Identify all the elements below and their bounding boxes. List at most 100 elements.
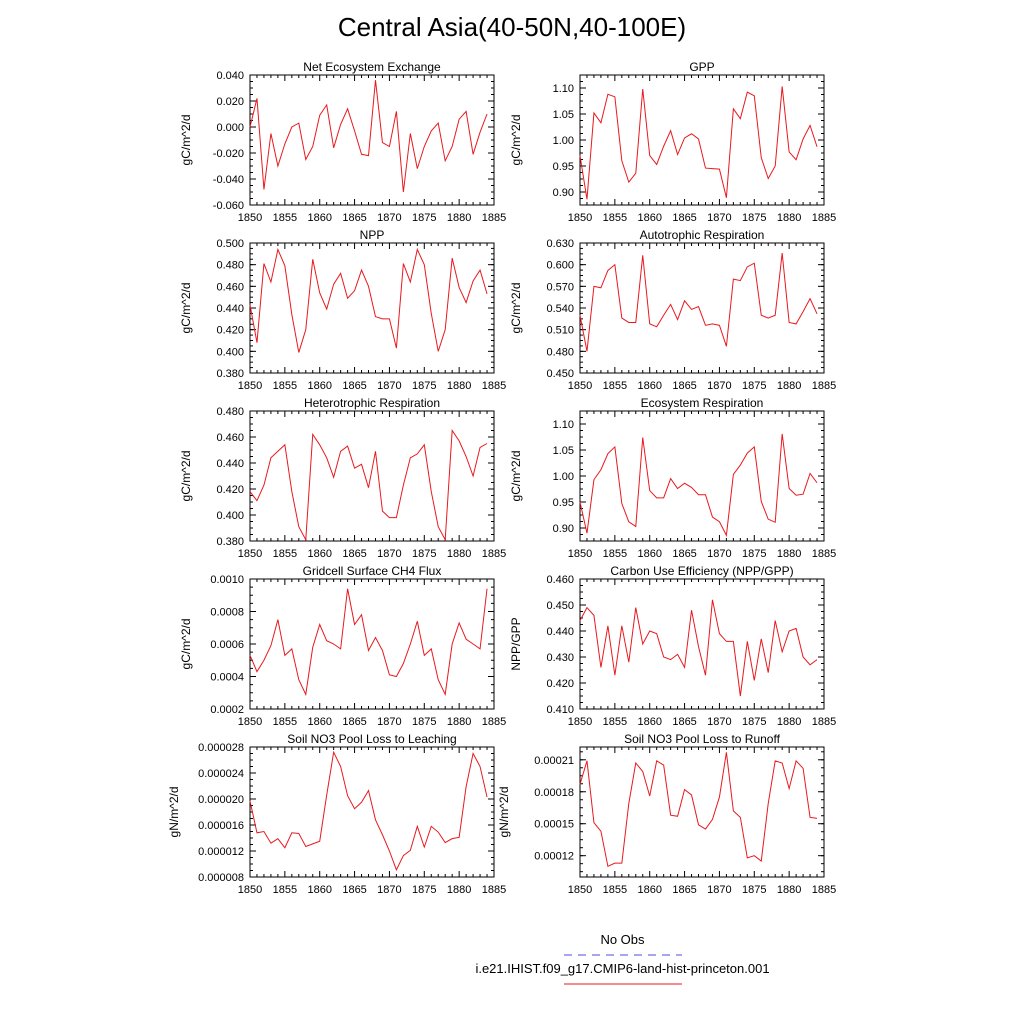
x-tick-label: 1850 bbox=[568, 548, 592, 560]
x-tick-label: 1865 bbox=[672, 380, 696, 392]
y-axis-label: gC/m^2/d bbox=[179, 619, 193, 670]
y-tick-label: 0.000020 bbox=[198, 794, 244, 806]
x-tick-label: 1885 bbox=[482, 380, 506, 392]
x-tick-label: 1850 bbox=[238, 380, 262, 392]
x-tick-label: 1850 bbox=[568, 716, 592, 728]
x-tick-label: 1850 bbox=[568, 380, 592, 392]
y-tick-label: -0.060 bbox=[213, 200, 244, 212]
y-tick-label: -0.020 bbox=[213, 148, 244, 160]
x-tick-label: 1860 bbox=[637, 716, 661, 728]
y-tick-label: 0.440 bbox=[546, 626, 574, 638]
y-tick-label: 0.400 bbox=[216, 510, 244, 522]
x-tick-label: 1870 bbox=[707, 212, 731, 224]
x-tick-label: 1880 bbox=[777, 548, 801, 560]
x-tick-label: 1855 bbox=[273, 884, 297, 896]
y-tick-label: 0.440 bbox=[216, 458, 244, 470]
y-tick-label: 0.90 bbox=[553, 187, 574, 199]
panel-title: Ecosystem Respiration bbox=[641, 396, 764, 410]
x-tick-label: 1850 bbox=[238, 212, 262, 224]
x-tick-label: 1880 bbox=[447, 212, 471, 224]
panel-npp: NPP gC/m^2/d 1850 1855 1860 1865 1870 1875 1880 1… bbox=[179, 228, 506, 392]
panel-title: Soil NO3 Pool Loss to Runoff bbox=[624, 732, 781, 746]
panel-heterotrophic-respiration: Heterotrophic Respiration gC/m^2/d 1850 185… bbox=[179, 396, 506, 560]
x-tick-label: 1855 bbox=[273, 716, 297, 728]
y-tick-label: 0.570 bbox=[546, 281, 574, 293]
x-tick-label: 1865 bbox=[672, 212, 696, 224]
x-tick-label: 1865 bbox=[342, 380, 366, 392]
x-tick-label: 1860 bbox=[307, 716, 331, 728]
y-tick-label: 0.00015 bbox=[534, 819, 574, 831]
x-tick-label: 1875 bbox=[412, 380, 436, 392]
y-tick-label: 0.460 bbox=[216, 432, 244, 444]
y-tick-label: 0.400 bbox=[216, 346, 244, 358]
y-tick-label: 0.95 bbox=[553, 497, 574, 509]
y-tick-label: 0.000016 bbox=[198, 820, 244, 832]
panel-title: Carbon Use Efficiency (NPP/GPP) bbox=[610, 564, 793, 578]
y-tick-label: 1.05 bbox=[553, 445, 574, 457]
y-tick-label: 0.000028 bbox=[198, 742, 244, 754]
y-tick-label: 0.0010 bbox=[210, 574, 244, 586]
x-tick-label: 1875 bbox=[742, 548, 766, 560]
x-tick-label: 1880 bbox=[447, 884, 471, 896]
y-tick-label: 0.95 bbox=[553, 161, 574, 173]
series-line bbox=[579, 86, 818, 200]
x-tick-label: 1875 bbox=[412, 548, 436, 560]
x-tick-label: 1870 bbox=[707, 884, 731, 896]
x-tick-label: 1860 bbox=[307, 212, 331, 224]
y-tick-label: 0.380 bbox=[216, 368, 244, 380]
x-tick-label: 1885 bbox=[812, 380, 836, 392]
y-tick-label: 0.0004 bbox=[210, 672, 244, 684]
y-tick-label: 0.420 bbox=[546, 678, 574, 690]
plot-frame bbox=[249, 746, 495, 878]
panel-title: Net Ecosystem Exchange bbox=[303, 60, 441, 74]
x-tick-label: 1855 bbox=[603, 212, 627, 224]
x-tick-label: 1850 bbox=[568, 884, 592, 896]
x-tick-label: 1875 bbox=[412, 884, 436, 896]
x-tick-label: 1860 bbox=[637, 884, 661, 896]
series-line bbox=[579, 253, 818, 352]
x-tick-label: 1880 bbox=[447, 548, 471, 560]
x-tick-label: 1875 bbox=[742, 716, 766, 728]
x-tick-label: 1880 bbox=[777, 716, 801, 728]
y-tick-label: 0.440 bbox=[216, 303, 244, 315]
y-tick-label: 0.000012 bbox=[198, 846, 244, 858]
x-tick-label: 1880 bbox=[777, 380, 801, 392]
y-tick-label: 0.460 bbox=[546, 574, 574, 586]
x-tick-label: 1880 bbox=[777, 884, 801, 896]
y-tick-label: 0.480 bbox=[216, 406, 244, 418]
y-tick-label: 0.460 bbox=[216, 281, 244, 293]
x-tick-label: 1885 bbox=[812, 884, 836, 896]
y-tick-label: 0.000024 bbox=[198, 768, 244, 780]
legend-model-label: i.e21.IHIST.f09_g17.CMIP6-land-hist-prin… bbox=[475, 961, 770, 976]
x-tick-label: 1870 bbox=[377, 884, 401, 896]
x-tick-label: 1855 bbox=[273, 548, 297, 560]
x-tick-label: 1865 bbox=[342, 884, 366, 896]
y-axis-label: gC/m^2/d bbox=[509, 451, 523, 502]
y-axis-label: gN/m^2/d bbox=[167, 787, 181, 838]
panel-gridcell-surface-ch4-flux: Gridcell Surface CH4 Flux gC/m^2/d 1850 185… bbox=[179, 564, 506, 728]
x-tick-label: 1875 bbox=[742, 380, 766, 392]
panel-ecosystem-respiration: Ecosystem Respiration gC/m^2/d 1850 1855 186… bbox=[509, 396, 836, 560]
x-tick-label: 1885 bbox=[482, 548, 506, 560]
y-tick-label: 0.420 bbox=[216, 325, 244, 337]
y-axis-label: gN/m^2/d bbox=[497, 787, 511, 838]
x-tick-label: 1855 bbox=[603, 716, 627, 728]
y-tick-label: 0.600 bbox=[546, 260, 574, 272]
y-tick-label: 0.000008 bbox=[198, 872, 244, 884]
x-tick-label: 1860 bbox=[637, 548, 661, 560]
panel-soil-no3-pool-loss-to-runoff: Soil NO3 Pool Loss to Runoff gN/m^2/d 1850… bbox=[497, 732, 836, 896]
x-tick-label: 1880 bbox=[447, 716, 471, 728]
panel-soil-no3-pool-loss-to-leaching: Soil NO3 Pool Loss to Leaching gN/m^2/d 18… bbox=[167, 732, 506, 896]
panel-title: Soil NO3 Pool Loss to Leaching bbox=[287, 732, 456, 746]
x-tick-label: 1855 bbox=[603, 380, 627, 392]
y-tick-label: 1.00 bbox=[553, 471, 574, 483]
x-tick-label: 1870 bbox=[377, 548, 401, 560]
x-tick-label: 1875 bbox=[742, 884, 766, 896]
panel-title: Gridcell Surface CH4 Flux bbox=[303, 564, 442, 578]
y-tick-label: 0.040 bbox=[216, 70, 244, 82]
x-tick-label: 1885 bbox=[482, 884, 506, 896]
y-tick-label: 0.480 bbox=[546, 346, 574, 358]
y-tick-label: 0.480 bbox=[216, 260, 244, 272]
y-tick-label: 0.410 bbox=[546, 704, 574, 716]
